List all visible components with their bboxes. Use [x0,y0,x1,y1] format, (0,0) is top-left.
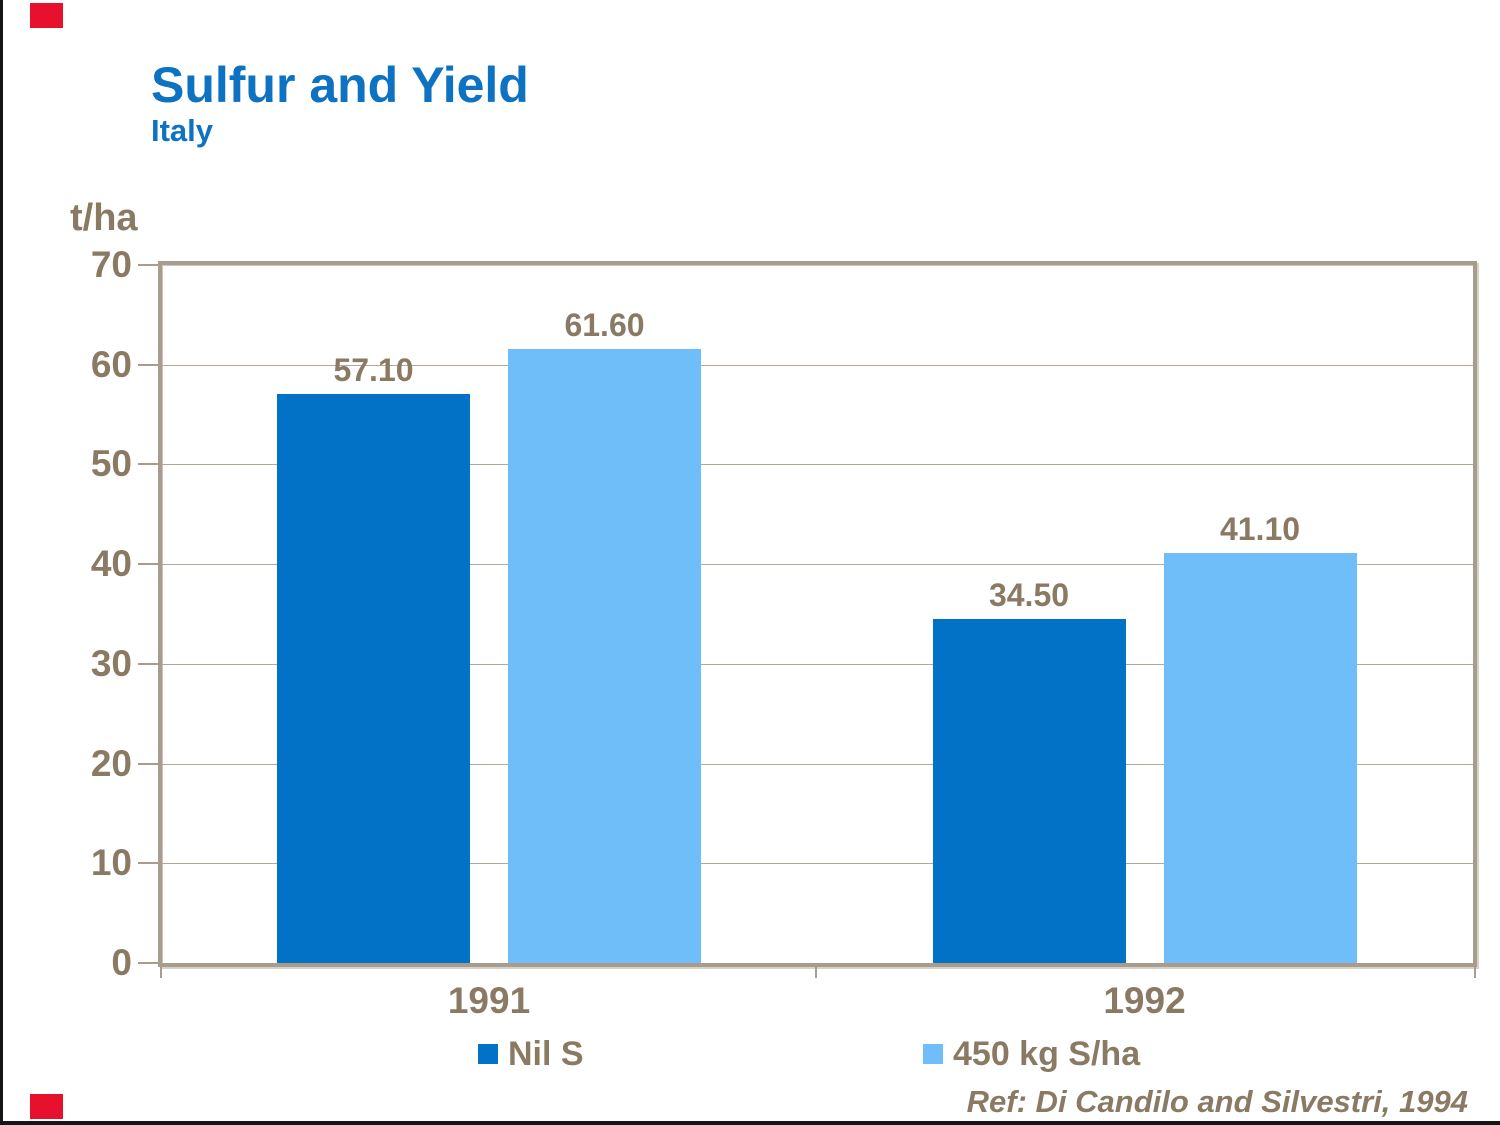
bar-450-kg-s-ha-1992 [1163,553,1357,963]
gridline [162,564,1473,566]
x-axis-tick [160,963,162,978]
y-axis-tick [138,463,158,466]
bar-value-label: 34.50 [988,577,1070,613]
bar-value-label: 57.10 [333,352,414,388]
legend-swatch-nil-s [478,1044,498,1064]
x-axis-tick [815,963,817,978]
reference-text: Ref: Di Candilo and Silvestri, 1994 [966,1084,1468,1119]
red-accent-top [30,3,63,28]
legend-item-nil-s: Nil S [478,1035,584,1073]
y-axis-tick [138,862,158,865]
bar-value-label: 41.10 [1219,511,1301,547]
y-axis-unit-label: t/ha [70,197,138,239]
y-axis-tick-label: 40 [90,543,132,585]
y-axis-tick-label: 30 [90,642,132,684]
legend-swatch-450-kg-s-ha [923,1044,943,1064]
y-axis-tick-label: 0 [111,942,132,983]
y-axis-tick [138,662,158,665]
y-axis-tick-label: 50 [90,443,132,485]
gridline [162,663,1473,665]
legend-label: Nil S [508,1034,584,1073]
bar-450-kg-s-ha-1991 [508,349,701,963]
bar-nil-s-1991 [277,394,470,963]
y-axis-tick-label: 60 [90,343,132,385]
y-axis-tick-label: 70 [90,244,132,285]
y-axis-tick-label: 10 [90,842,132,884]
page-title: Sulfur and Yield [151,57,529,113]
plot-area: 57.10 61.60 34.50 41.10 [158,261,1477,967]
gridline [162,863,1473,865]
x-axis-category-label: 1991 [447,980,531,1021]
x-axis-tick [1474,963,1476,978]
gridline [162,763,1473,765]
left-edge-line [0,0,3,1125]
y-axis-tick [138,563,158,566]
red-accent-bottom [30,1094,63,1119]
legend-label: 450 kg S/ha [953,1034,1141,1073]
gridline [162,464,1473,466]
y-axis-tick [138,962,158,964]
bottom-edge-line [0,1121,1500,1125]
y-axis-tick-label: 20 [90,742,132,784]
bar-nil-s-1992 [932,619,1126,963]
gridline [162,364,1473,366]
page-subtitle: Italy [151,113,214,148]
y-axis-tick [138,363,158,366]
bar-value-label: 61.60 [564,307,645,343]
y-axis-tick [138,762,158,765]
legend-item-450-kg-s-ha: 450 kg S/ha [923,1035,1140,1073]
x-axis-category-label: 1992 [1103,980,1186,1021]
y-axis-tick [138,264,158,266]
